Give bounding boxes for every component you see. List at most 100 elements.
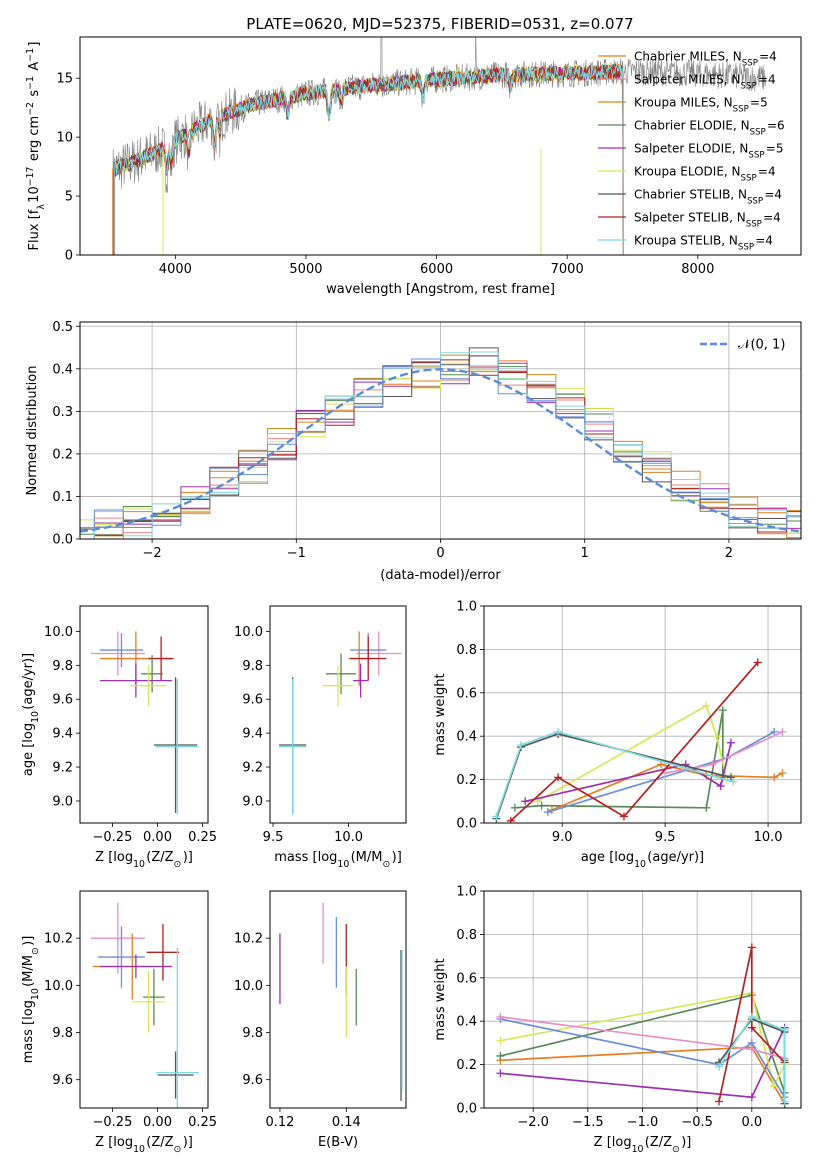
axes-mass_vs_Z: −0.25 0.00 0.25 9.6 9.8 10.0 10.2 Z [log10 (Z/Z… [21,890,217,1155]
data-point [157,1051,194,1099]
y-tick-label: 0.3 [52,405,73,420]
data-point [279,678,307,815]
marker-plus [769,1082,778,1091]
data-point [146,924,180,981]
model-spectrum-line [113,64,624,255]
x-tick-label: 7000 [551,262,584,277]
series-line [510,661,759,822]
data-point [356,631,402,676]
legend-label: 𝒩(0, 1) [738,338,785,353]
y-tick-label: 10.0 [44,625,73,640]
data-point [350,636,387,681]
x-tick-label: 0.0 [741,1115,762,1130]
marker-plus [521,797,530,806]
data-point [155,678,199,815]
data-point [132,971,165,1033]
x-tick-label: 9.5 [655,830,676,845]
x-tick-label: 0.12 [265,1115,294,1130]
marker-plus [780,1025,789,1034]
axes-spectrum: 4000 5000 6000 7000 8000 0 5 10 15 Chabrier MILES… [25,36,802,297]
y-tick-label: 15 [56,72,73,87]
marker-plus [554,727,563,736]
series-line [718,1015,786,1102]
data-point [153,677,198,813]
marker-plus [492,812,501,821]
data-point [141,655,163,693]
model-spectrum-line [112,63,624,255]
x-tick-label: 4000 [159,262,192,277]
data-point [90,902,145,974]
marker-plus [715,1062,724,1071]
model-spectrum-line [113,65,624,255]
y-tick-label: 0.6 [456,686,477,701]
y-tick-label: 0.4 [456,1015,477,1030]
y-tick-label: 0.0 [456,817,477,832]
legend-label: Salpeter MILES, NSSP =4 [634,73,776,92]
normal-curve-line [80,368,801,533]
x-axis-label: Z [log10 (Z/Z⊙ )] [594,1135,692,1155]
marker-plus [718,706,727,715]
legend: Chabrier MILES, NSSP =4 Salpeter MILES, N… [598,50,785,253]
series [661,727,787,778]
marker-plus [727,738,736,747]
x-tick-label: −0.25 [93,830,133,845]
y-axis-label: mass weight [433,673,448,755]
marker-plus [747,1012,756,1021]
axes-frame [269,605,407,824]
y-tick-label: 0.0 [456,1102,477,1117]
x-tick-label: 6000 [420,262,453,277]
x-tick-label: 0.00 [143,1115,172,1130]
plot-area [484,606,801,823]
x-tick-label: −0.5 [681,1115,713,1130]
y-axis-label: mass [log10 (M/M⊙ )] [21,936,41,1064]
marker-plus [702,803,711,812]
y-tick-label: 10.2 [234,932,263,947]
series [510,706,727,812]
marker-plus [753,658,762,667]
marker-plus [747,1045,756,1054]
series-line [525,742,732,803]
y-tick-label: 0.5 [52,320,73,335]
marker-plus [727,773,736,782]
x-axis-label: age [log10 (age/yr)] [581,850,704,870]
series-line [495,731,734,817]
marker-plus [715,1097,724,1106]
model-spectrum-line [112,64,624,255]
legend-label: Chabrier MILES, NSSP =4 [634,50,777,69]
data-point [353,663,369,698]
y-tick-label: 0.4 [52,362,73,377]
marker-plus [747,1023,756,1032]
data-point [90,631,145,676]
series [492,727,738,821]
series [492,730,736,823]
y-tick-label: 9.6 [242,693,263,708]
data-point [99,954,172,979]
x-tick-label: 9.0 [552,830,573,845]
legend: 𝒩(0, 1) [700,338,785,353]
x-tick-label: 1 [581,546,589,561]
marker-plus [747,943,756,952]
x-tick-label: −2 [143,546,162,561]
axes-residuals: −2 −1 0 1 2 0.0 0.1 0.2 0.3 0.4 0.5 𝒩(0, 1) (data-mo… [25,320,802,583]
y-tick-label: 0 [65,249,73,264]
x-axis-label: (data-model)/error [380,568,501,583]
series-line [537,704,728,803]
y-tick-label: 9.6 [52,1073,73,1088]
series-line [547,731,775,813]
marker-plus [770,773,779,782]
y-tick-label: 9.8 [242,659,263,674]
marker-plus [712,732,721,741]
y-tick-label: 9.8 [52,1026,73,1041]
x-tick-label: 2 [725,546,733,561]
marker-plus [778,769,787,778]
y-tick-label: 0.1 [52,490,73,505]
y-tick-label: 0.2 [52,447,73,462]
y-tick-label: 9.2 [242,761,263,776]
series-line [514,710,724,809]
plot-area [112,37,766,255]
model-spectrum-line [112,63,624,255]
marker-plus [780,1097,789,1106]
marker-plus [543,808,552,817]
marker-plus [778,727,787,736]
